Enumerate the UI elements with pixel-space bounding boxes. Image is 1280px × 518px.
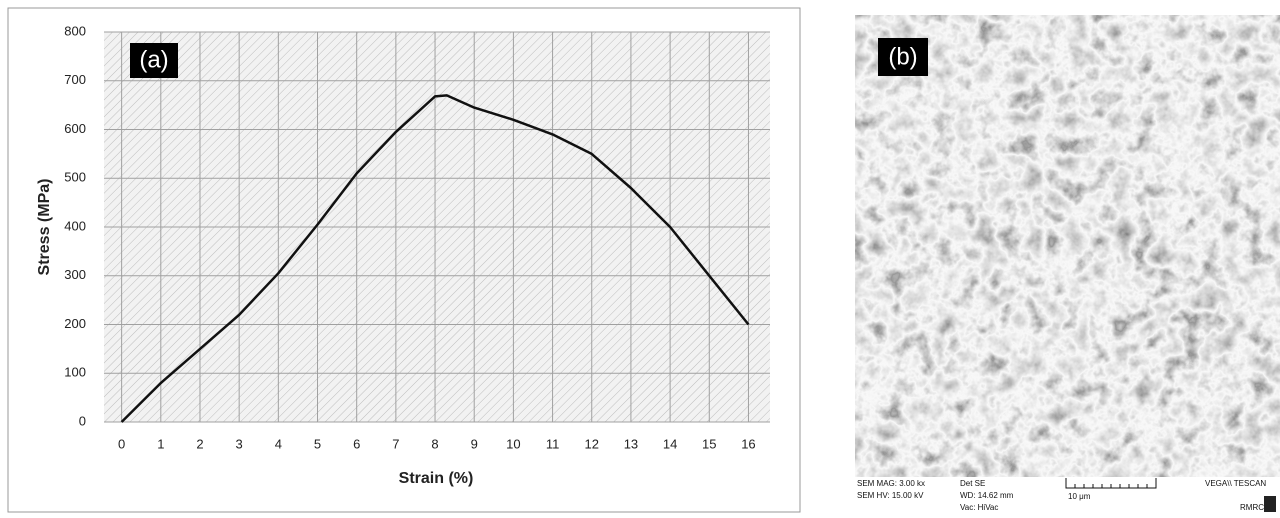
y-tick-label: 800 <box>64 23 86 38</box>
y-tick-label: 400 <box>64 218 86 233</box>
brand: VEGA\\ TESCAN <box>1205 479 1266 488</box>
sem-info: Det SE <box>960 479 985 488</box>
x-tick-label: 10 <box>506 436 520 451</box>
x-tick-label: 5 <box>314 436 321 451</box>
panel-label: (a) <box>139 46 168 73</box>
y-axis-title: Stress (MPa) <box>36 179 53 276</box>
panel-label-box <box>130 43 178 78</box>
x-tick-label: 16 <box>741 436 755 451</box>
x-axis-title: Strain (%) <box>399 470 474 487</box>
y-tick-label: 700 <box>64 72 86 87</box>
x-tick-label: 1 <box>157 436 164 451</box>
x-tick-label: 2 <box>196 436 203 451</box>
x-tick-label: 12 <box>585 436 599 451</box>
x-tick-label: 14 <box>663 436 677 451</box>
x-tick-label: 15 <box>702 436 716 451</box>
sem-info: Vac: HiVac <box>960 503 998 512</box>
y-tick-label: 0 <box>79 413 86 428</box>
sem-info: SEM HV: 15.00 kV <box>857 491 924 500</box>
scale-bar <box>1065 478 1157 489</box>
y-tick-label: 200 <box>64 316 86 331</box>
x-tick-label: 7 <box>392 436 399 451</box>
x-tick-label: 0 <box>118 436 125 451</box>
x-tick-label: 8 <box>431 436 438 451</box>
x-tick-label: 6 <box>353 436 360 451</box>
x-tick-label: 9 <box>471 436 478 451</box>
logo-text: RMRC <box>1240 503 1264 512</box>
sem-info: WD: 14.62 mm <box>960 491 1014 500</box>
scale-bar-label: 10 μm <box>1068 492 1091 501</box>
x-tick-label: 13 <box>624 436 638 451</box>
x-tick-label: 3 <box>236 436 243 451</box>
x-tick-label: 4 <box>275 436 282 451</box>
sem-info: SEM MAG: 3.00 kx <box>857 479 925 488</box>
panel-label-box <box>878 38 928 76</box>
x-tick-label: 11 <box>546 436 560 451</box>
sem-texture <box>855 15 1280 477</box>
y-tick-label: 300 <box>64 267 86 282</box>
panel-label: (b) <box>888 43 917 70</box>
logo-icon <box>1264 496 1276 512</box>
y-tick-label: 600 <box>64 121 86 136</box>
sem-info-bar <box>855 477 1280 518</box>
y-tick-label: 100 <box>64 365 86 380</box>
y-tick-label: 500 <box>64 170 86 185</box>
data-line <box>120 94 750 423</box>
